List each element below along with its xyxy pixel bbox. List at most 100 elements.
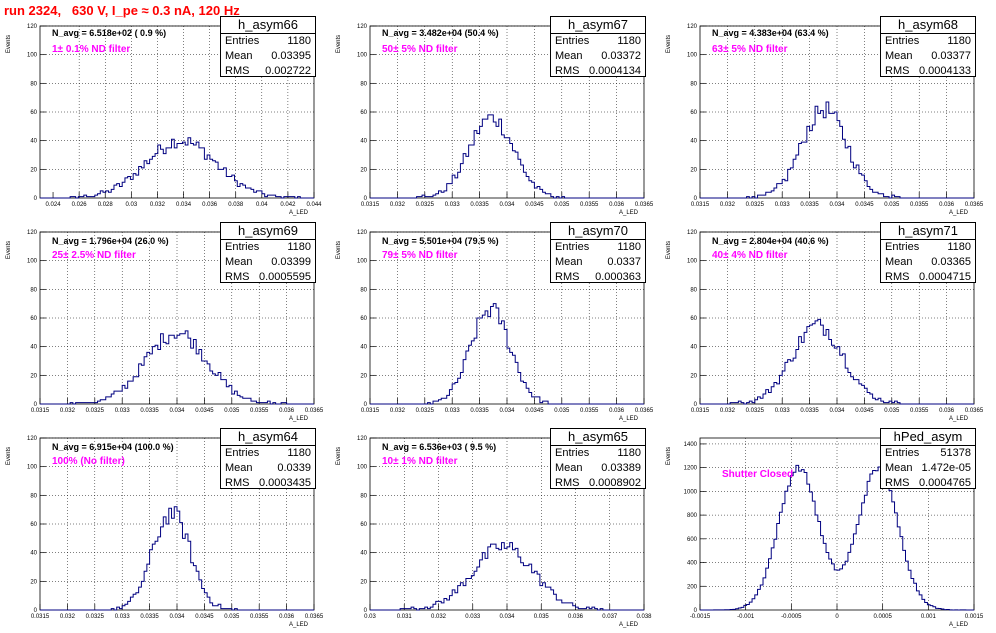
- x-tick-label: 0.033: [775, 202, 791, 208]
- y-tick-label: 20: [690, 167, 697, 173]
- x-tick-label: 0.0335: [800, 408, 819, 414]
- x-tick-label: 0.033: [445, 202, 461, 208]
- y-tick-label: 100: [27, 259, 38, 265]
- x-axis-label: A_LED: [949, 416, 969, 422]
- entries-value: 1180: [287, 35, 311, 47]
- entries-label: Entries: [225, 241, 260, 253]
- y-axis-label: Events: [666, 35, 672, 53]
- stats-box: h_asym66 Entries 1180 Mean 0.03395 RMS 0.00272…: [220, 16, 316, 77]
- x-tick-label: 0.0315: [691, 408, 710, 414]
- x-tick-label: 0.0325: [416, 408, 435, 414]
- histogram-bars: [40, 137, 314, 199]
- navg-annotation: N_avg = 6.536e+03 ( 9.5 %): [382, 442, 497, 452]
- histogram-bars: [370, 303, 644, 405]
- y-tick-label: 400: [687, 561, 698, 567]
- rms-value: 0.0008902: [589, 477, 641, 489]
- y-tick-label: 80: [30, 493, 37, 499]
- histogram-name: h_asym66: [221, 17, 315, 34]
- histogram-name: h_asym65: [551, 429, 645, 446]
- x-tick-label: 0.0345: [195, 614, 214, 620]
- x-tick-label: 0.0325: [86, 614, 105, 620]
- mean-value: 0.03372: [601, 50, 641, 62]
- rms-label: RMS: [555, 477, 580, 489]
- x-tick-label: 0.035: [534, 614, 550, 620]
- x-tick-label: 0.036: [202, 202, 218, 208]
- x-tick-label: 0.032: [390, 202, 406, 208]
- x-tick-label: 0.033: [115, 614, 131, 620]
- x-tick-label: 0.034: [499, 202, 515, 208]
- rms-value: 0.0004133: [919, 65, 971, 77]
- histogram-plot: 0 20 40 60 80 100 120 0.0315 0.032 0.0325 0.033 0.0…: [336, 24, 654, 216]
- x-tick-label: 0.0355: [910, 202, 929, 208]
- y-tick-label: 0: [364, 608, 368, 614]
- entries-label: Entries: [885, 241, 920, 253]
- rms-label: RMS: [225, 271, 250, 283]
- rms-value: 0.0004765: [919, 477, 971, 489]
- x-tick-label: 0.032: [60, 408, 76, 414]
- filter-annotation: 63± 5% ND filter: [712, 44, 788, 55]
- histogram-panel-h_asym67: 0 20 40 60 80 100 120 0.0315 0.032 0.0325 0.033 0.0…: [330, 16, 660, 221]
- y-tick-label: 0: [694, 608, 698, 614]
- histogram-bars: [700, 101, 974, 199]
- x-tick-label: 0.0315: [361, 202, 380, 208]
- page-title: run 2324, 630 V, I_pe ≈ 0.3 nA, 120 Hz: [4, 3, 240, 18]
- y-tick-label: 800: [687, 513, 698, 519]
- x-tick-label: 0.038: [228, 202, 244, 208]
- y-tick-label: 60: [30, 522, 37, 528]
- y-axis-label: Events: [6, 35, 12, 53]
- x-tick-label: -0.001: [737, 614, 755, 620]
- y-tick-label: 60: [690, 110, 697, 116]
- x-tick-label: 0.036: [568, 614, 584, 620]
- y-tick-label: 80: [690, 81, 697, 87]
- y-tick-label: 80: [690, 287, 697, 293]
- y-axis-label: Events: [6, 241, 12, 259]
- x-tick-label: 0.032: [390, 408, 406, 414]
- y-tick-label: 120: [687, 24, 698, 30]
- entries-label: Entries: [555, 35, 590, 47]
- y-tick-label: 60: [360, 110, 367, 116]
- x-tick-label: 0.032: [150, 202, 166, 208]
- y-axis-label: Events: [6, 447, 12, 465]
- entries-value: 1180: [287, 241, 311, 253]
- stats-box: h_asym71 Entries 1180 Mean 0.03365 RMS 0.00047…: [880, 222, 976, 283]
- mean-label: Mean: [555, 256, 583, 268]
- x-tick-label: 0.032: [431, 614, 447, 620]
- histogram-bars: [370, 542, 644, 611]
- x-tick-label: 0.0325: [746, 408, 765, 414]
- y-tick-label: 120: [27, 24, 38, 30]
- y-tick-label: 20: [360, 167, 367, 173]
- entries-value: 1180: [617, 35, 641, 47]
- mean-label: Mean: [885, 462, 913, 474]
- histogram-panel-h_asym69: 0 20 40 60 80 100 120 0.0315 0.032 0.0325 0.033 0.0…: [0, 222, 330, 427]
- rms-value: 0.0005595: [259, 271, 311, 283]
- rms-label: RMS: [225, 477, 250, 489]
- y-tick-label: 60: [30, 110, 37, 116]
- y-tick-label: 60: [360, 316, 367, 322]
- y-tick-label: 40: [360, 139, 367, 145]
- x-tick-label: 0.0355: [580, 202, 599, 208]
- mean-value: 0.03399: [271, 256, 311, 268]
- histogram-panel-h_asym64: 0 20 40 60 80 100 120 0.0315 0.032 0.0325 0.033 0.0…: [0, 428, 330, 633]
- y-tick-label: 40: [30, 551, 37, 557]
- filter-annotation: 100% (No filter): [52, 456, 125, 467]
- x-tick-label: 0.034: [499, 614, 515, 620]
- histogram-bars: [700, 464, 974, 611]
- rms-label: RMS: [225, 65, 250, 77]
- navg-annotation: N_avg = 4.383e+04 (63.4 %): [712, 28, 829, 38]
- stats-box: hPed_asym Entries 51378 Mean 1.472e-05 RMS 0.0…: [880, 428, 976, 489]
- y-tick-label: 100: [357, 53, 368, 59]
- y-tick-label: 60: [690, 316, 697, 322]
- y-tick-label: 0: [34, 402, 38, 408]
- x-tick-label: 0.0365: [305, 614, 324, 620]
- x-tick-label: 0.0335: [470, 202, 489, 208]
- navg-annotation: N_avg = 2.804e+04 (40.6 %): [712, 236, 829, 246]
- histogram-plot: 0 20 40 60 80 100 120 0.0315 0.032 0.0325 0.033 0.0…: [336, 230, 654, 422]
- x-tick-label: 0.0365: [305, 408, 324, 414]
- mean-value: 1.472e-05: [921, 462, 971, 474]
- filter-annotation: 79± 5% ND filter: [382, 250, 458, 261]
- y-tick-label: 40: [690, 139, 697, 145]
- x-tick-label: 0.032: [720, 408, 736, 414]
- y-tick-label: 80: [360, 81, 367, 87]
- entries-value: 1180: [617, 447, 641, 459]
- navg-annotation: N_avg = 1.796e+04 (26.0 %): [52, 236, 169, 246]
